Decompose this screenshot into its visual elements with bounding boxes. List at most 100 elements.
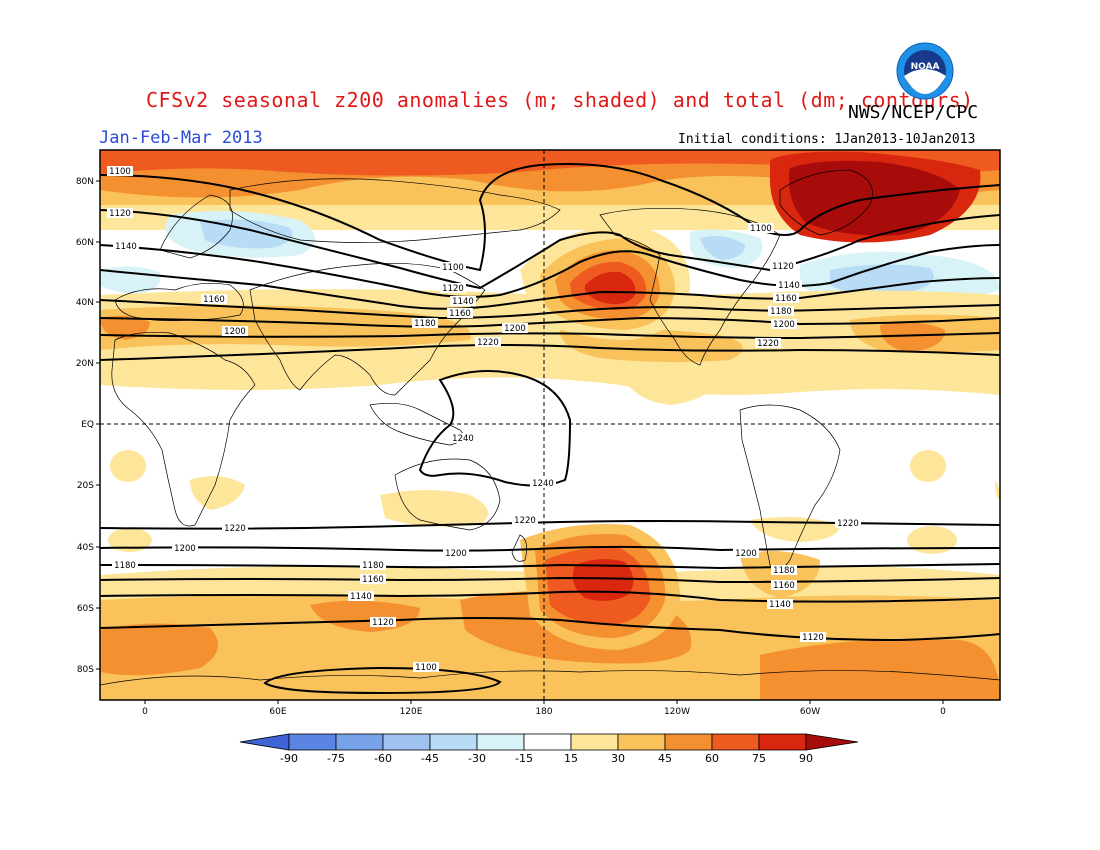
contour-label-1140: 1140 [778,281,800,291]
contour-label-1220: 1220 [757,339,779,349]
contour-label-1240: 1240 [452,434,474,444]
contour-label-1220: 1220 [514,516,536,526]
colorbar-swatch [711,733,760,751]
colorbar-label: -15 [515,752,533,765]
contour-label-1120: 1120 [802,633,824,643]
contour-1240-tropics [418,370,572,487]
contour-label-1140: 1140 [769,600,791,610]
contour-label-1120: 1120 [442,284,464,294]
lat-label: 20S [77,481,94,491]
shade-north-red [100,150,1000,176]
colorbar-label: -75 [327,752,345,765]
lat-labels: 80N 60N 40N 20N EQ 20S 40S 60S 80S [76,177,94,675]
colorbar-label: -45 [421,752,439,765]
contour-label-1140: 1140 [452,297,474,307]
contour-1140-north [100,244,1000,298]
contour-label-1140: 1140 [350,592,372,602]
contour-label-1220: 1220 [837,519,859,529]
lon-label: 0 [940,707,946,717]
contour-label-1160: 1160 [775,294,797,304]
coast-siberia [229,178,561,243]
lat-label: 60N [76,238,94,248]
contour-label-1180: 1180 [414,319,436,329]
colorbar-swatch [664,733,713,751]
contour-label-1180: 1180 [362,561,384,571]
initial-conditions: Initial conditions: 1Jan2013-10Jan2013 [678,132,976,147]
coast-asia [249,263,486,396]
colorbar-swatch [758,733,807,751]
contour-label-1160: 1160 [449,309,471,319]
colorbar-end-right [805,733,859,751]
lat-label: EQ [81,420,94,430]
contour-label-1200: 1200 [174,544,196,554]
lon-labels: 0 60E 120E 180 120W 60W 0 [142,707,946,717]
lat-label: 80S [77,665,94,675]
map-title: CFSv2 seasonal z200 anomalies (m; shaded… [146,88,974,112]
contour-label-1200: 1200 [224,327,246,337]
map-axes [96,180,944,704]
contour-label-1160: 1160 [773,581,795,591]
contour-label-1120: 1120 [372,618,394,628]
map-frame [99,149,1001,701]
contour-label-1120: 1120 [772,262,794,272]
colorbar-label: 30 [611,752,625,765]
colorbar-swatch [523,733,572,751]
contour-label-1200: 1200 [735,549,757,559]
coast-northamerica [599,207,781,366]
colorbar-swatch [617,733,666,751]
lon-label: 120E [400,707,423,717]
colorbar-label: -60 [374,752,392,765]
contour-label-1160: 1160 [203,295,225,305]
contour-label-1100: 1100 [750,224,772,234]
contour-label-1160: 1160 [362,575,384,585]
colorbar-swatch [476,733,525,751]
lon-label: 120W [664,707,690,717]
contour-label-1200: 1200 [773,320,795,330]
colorbar-labels: -90 -75 -60 -45 -30 -15 15 30 45 60 75 9… [280,752,813,765]
contour-label-1180: 1180 [773,566,795,576]
colorbar-label: 15 [564,752,578,765]
lon-label: 0 [142,707,148,717]
colorbar-label: -30 [468,752,486,765]
lat-label: 80N [76,177,94,187]
coastlines [100,169,1000,686]
contour-label-1180: 1180 [114,561,136,571]
agency-label: NWS/NCEP/CPC [848,102,979,123]
contour-label-1220: 1220 [224,524,246,534]
contour-label-1100: 1100 [442,263,464,273]
shade-spac-core [572,559,634,601]
lon-label: 180 [535,707,552,717]
coast-africa [111,331,256,527]
map-gridlines [99,149,1001,701]
colorbar-label: 60 [705,752,719,765]
colorbar-end-left [239,733,290,751]
contour-label-1120: 1120 [109,209,131,219]
colorbar-label: -90 [280,752,298,765]
contour-label-1180: 1180 [770,307,792,317]
contour-label-1100: 1100 [109,167,131,177]
contour-label-1140: 1140 [115,242,137,252]
contour-1120-south [100,617,1000,642]
noaa-logo-icon: NOAA [896,42,954,100]
colorbar-swatch [570,733,619,751]
anomaly-shading [100,150,1000,700]
contour-label-1220: 1220 [477,338,499,348]
contour-1120-north [100,209,1000,290]
coast-greenland [779,169,873,236]
contour-1100-north [100,163,1000,272]
colorbar-swatch [382,733,431,751]
colorbar-label: 45 [658,752,672,765]
lon-label: 60W [800,707,820,717]
shade-npac-core [585,271,636,305]
lat-label: 40N [76,298,94,308]
noaa-logo-text: NOAA [911,62,940,72]
contour-label-1200: 1200 [445,549,467,559]
colorbar-swatch [288,733,337,751]
contour-label-1100: 1100 [415,663,437,673]
colorbar-swatch [429,733,478,751]
lon-label: 60E [269,707,286,717]
colorbar-label: 90 [799,752,813,765]
contour-1100-south [263,666,502,695]
contour-label-1200: 1200 [504,324,526,334]
